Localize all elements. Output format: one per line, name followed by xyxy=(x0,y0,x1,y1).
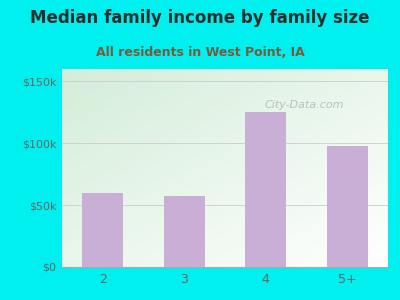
Text: City-Data.com: City-Data.com xyxy=(264,100,344,110)
Text: All residents in West Point, IA: All residents in West Point, IA xyxy=(96,46,304,59)
Bar xyxy=(327,146,368,267)
Bar xyxy=(245,112,286,267)
Text: Median family income by family size: Median family income by family size xyxy=(30,9,370,27)
Bar xyxy=(164,196,205,267)
Bar xyxy=(82,193,123,267)
